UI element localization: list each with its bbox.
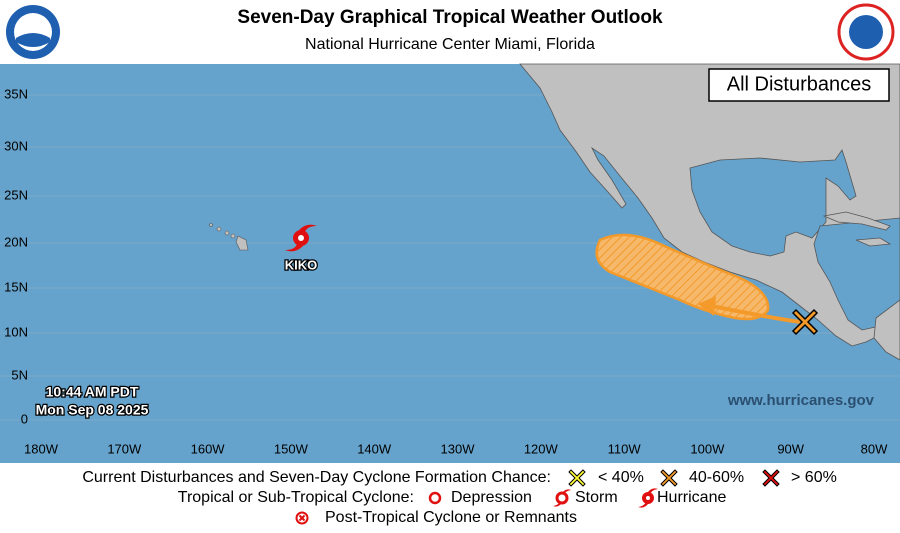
- legend-cyclone-label: Tropical or Sub-Tropical Cyclone:: [178, 489, 414, 506]
- disturbance-marker[interactable]: [791, 308, 819, 336]
- jamaica-hispaniola: [855, 237, 892, 247]
- legend-depression-icon: [428, 491, 442, 505]
- title: Seven-Day Graphical Tropical Weather Out…: [237, 7, 663, 28]
- lon-label: 130W: [441, 441, 476, 456]
- lon-label: 180W: [24, 441, 59, 456]
- legend-storm: Storm: [575, 489, 618, 506]
- caribbean-sea: [813, 217, 900, 331]
- website[interactable]: www.hurricanes.gov: [727, 392, 875, 409]
- hurricane-icon[interactable]: [285, 224, 317, 252]
- lon-labels: 180W 170W 160W 150W 140W 130W 120W 110W 100W 90W 8…: [24, 441, 888, 456]
- lat-label: 5N: [11, 367, 28, 382]
- legend-hurricane: Hurricane: [657, 489, 726, 506]
- land-south-america: [873, 299, 900, 361]
- hawaii: [209, 223, 249, 251]
- noaa-logo-wave: [16, 33, 50, 47]
- lat-label: 35N: [4, 86, 28, 101]
- disturbance-arrowhead: [698, 296, 716, 316]
- lon-label: 150W: [274, 441, 309, 456]
- subtitle: National Hurricane Center Miami, Florida: [305, 36, 595, 53]
- legend-hurricane-icon: [638, 488, 658, 508]
- map: KIKO All Disturbances 35N 30N 25N 20N 15N 10N…: [0, 63, 900, 463]
- legend-depression: Depression: [451, 489, 532, 506]
- panel-label: All Disturbances: [727, 73, 872, 95]
- issue-time: 10:44 AM PDT: [46, 384, 139, 400]
- lat-label: 30N: [4, 138, 28, 153]
- legend-storm-icon: [553, 489, 571, 507]
- legend-low-icon: [568, 469, 586, 487]
- legend-medium: 40-60%: [689, 469, 744, 486]
- lat-labels: 35N 30N 25N 20N 15N 10N 5N 0: [4, 86, 28, 426]
- lon-label: 90W: [777, 441, 804, 456]
- panel-label-box: [708, 68, 890, 102]
- storm-name[interactable]: KIKO: [284, 256, 319, 274]
- lat-label: 15N: [4, 279, 28, 294]
- lon-label: 160W: [191, 441, 226, 456]
- lat-label: 0: [21, 411, 28, 426]
- legend-post-tropical: Post-Tropical Cyclone or Remnants: [325, 509, 577, 526]
- lat-label: 25N: [4, 187, 28, 202]
- lon-label: 170W: [107, 441, 142, 456]
- legend-high-icon: [762, 469, 780, 487]
- issue-date: Mon Sep 08 2025: [36, 402, 149, 418]
- lon-label: 110W: [608, 441, 642, 456]
- lat-label: 20N: [4, 234, 28, 249]
- disturbance-track: [711, 304, 801, 324]
- legend-disturbances-label: Current Disturbances and Seven-Day Cyclo…: [82, 469, 551, 486]
- legend: Current Disturbances and Seven-Day Cyclo…: [82, 469, 836, 526]
- lon-label: 100W: [690, 441, 725, 456]
- lon-label: 120W: [524, 441, 559, 456]
- lon-label: 140W: [357, 441, 392, 456]
- nws-logo-inner: [849, 15, 883, 49]
- header: [0, 0, 900, 64]
- legend-post-tropical-icon: [295, 511, 309, 525]
- lon-label: 80W: [861, 441, 888, 456]
- legend-medium-icon: [660, 469, 678, 487]
- lat-label: 10N: [4, 324, 28, 339]
- gulf-of-mexico: [689, 149, 857, 257]
- cuba: [822, 211, 891, 231]
- legend-high: > 60%: [791, 469, 837, 486]
- legend-low: < 40%: [598, 469, 644, 486]
